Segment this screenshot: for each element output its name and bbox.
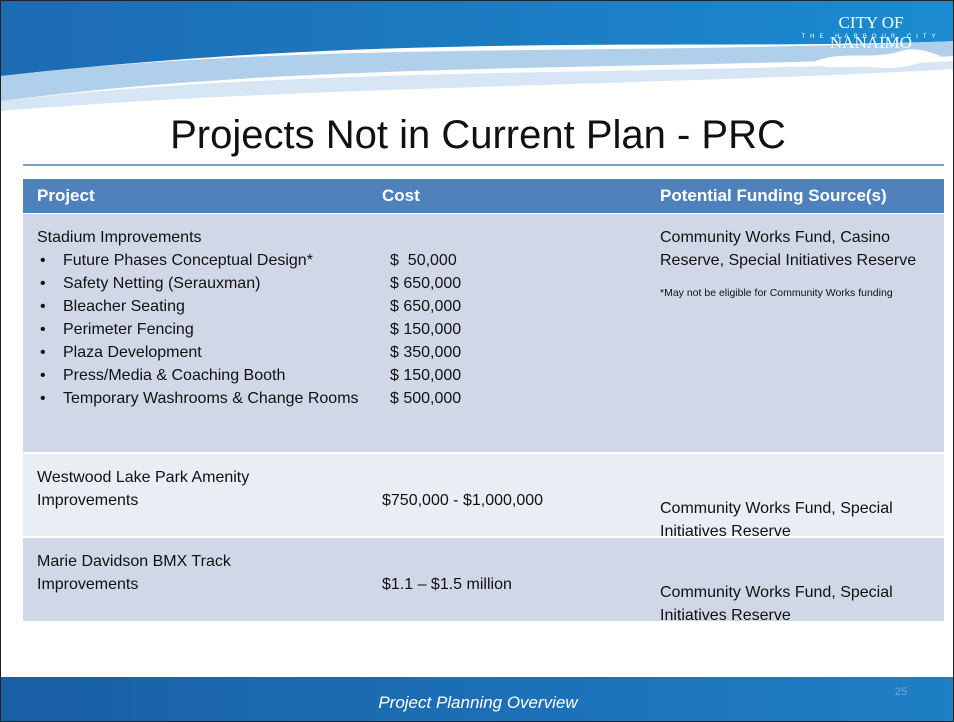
footer-band	[1, 677, 953, 721]
header-cell: Cost	[382, 186, 420, 205]
item-name: Temporary Washrooms & Change Rooms	[63, 390, 359, 407]
header-wave	[1, 41, 953, 101]
list-item: • Press/Media & Coaching Booth	[37, 364, 368, 387]
logo-tagline: THE HARBOUR CITY	[801, 34, 941, 40]
table-header	[23, 179, 944, 213]
item-cost: $ 650,000	[390, 275, 462, 292]
item-name: Plaza Development	[63, 344, 202, 361]
funding-cell: Community Works Fund, Special Initiative…	[660, 500, 893, 540]
header-cell: Potential Funding Source(s)	[660, 186, 887, 205]
page-number: 25	[894, 686, 908, 698]
list-item: • Bleacher Seating	[37, 295, 368, 318]
logo-name: CITY OF NANAIMO	[829, 13, 913, 52]
project-cell: Westwood Lake Park Amenity Improvements	[37, 469, 250, 509]
list-item: • Temporary Washrooms & Change Rooms	[37, 387, 368, 410]
funding-cell: Community Works Fund, Special Initiative…	[660, 584, 893, 624]
item-name: Bleacher Seating	[63, 298, 185, 315]
list-item: • Perimeter Fencing	[37, 318, 368, 341]
item-name: Press/Media & Coaching Booth	[63, 367, 286, 384]
item-list: • Future Phases Conceptual Design* $ 50,00…	[37, 249, 632, 410]
bullet: •	[40, 275, 46, 292]
table: Project Cost Potential Funding Source(s)…	[23, 179, 944, 624]
bullet: •	[40, 298, 46, 315]
logo-wave	[811, 49, 941, 69]
header-wave	[1, 1, 953, 76]
bullet: •	[40, 252, 46, 269]
funding-cell: Community Works Fund, Casino Reserve, Sp…	[646, 226, 944, 300]
item-cost: $ 150,000	[390, 367, 462, 384]
cost-cell: $750,000 - $1,000,000	[382, 492, 544, 509]
header-wave	[1, 61, 953, 111]
bullet: •	[40, 390, 46, 407]
table-row	[23, 538, 944, 621]
list-item: • Future Phases Conceptual Design*	[37, 249, 368, 272]
item-cost: $ 500,000	[390, 390, 462, 407]
project-name: Stadium Improvements	[37, 229, 202, 246]
item-name: Safety Netting (Serauxman)	[63, 275, 261, 292]
bullet: •	[40, 367, 46, 384]
funding-text: Community Works Fund, Casino Reserve, Sp…	[660, 229, 917, 269]
bullet: •	[40, 321, 46, 338]
bullet: •	[40, 344, 46, 361]
slide-title: Projects Not in Current Plan - PRC	[170, 113, 786, 157]
list-item: • Safety Netting (Serauxman)	[37, 272, 368, 295]
item-cost: $ 350,000	[390, 344, 462, 361]
cost-cell: $1.1 – $1.5 million	[382, 576, 512, 593]
item-cost: $ 150,000	[390, 321, 462, 338]
table-row	[23, 214, 944, 452]
item-cost: $ 50,000	[390, 252, 457, 269]
header-cell: Project	[37, 186, 95, 205]
item-name: Perimeter Fencing	[63, 321, 194, 338]
item-name: Future Phases Conceptual Design*	[63, 252, 313, 269]
item-cost: $ 650,000	[390, 298, 462, 315]
footer-text: Project Planning Overview	[378, 693, 578, 712]
project-cell: Marie Davidson BMX Track Improvements	[37, 553, 231, 593]
table-row	[23, 454, 944, 536]
funding-note: *May not be eligible for Community Works…	[660, 287, 893, 299]
project-cell: Stadium Improvements • Future Phases Conc…	[23, 226, 646, 410]
list-item: • Plaza Development	[37, 341, 368, 364]
